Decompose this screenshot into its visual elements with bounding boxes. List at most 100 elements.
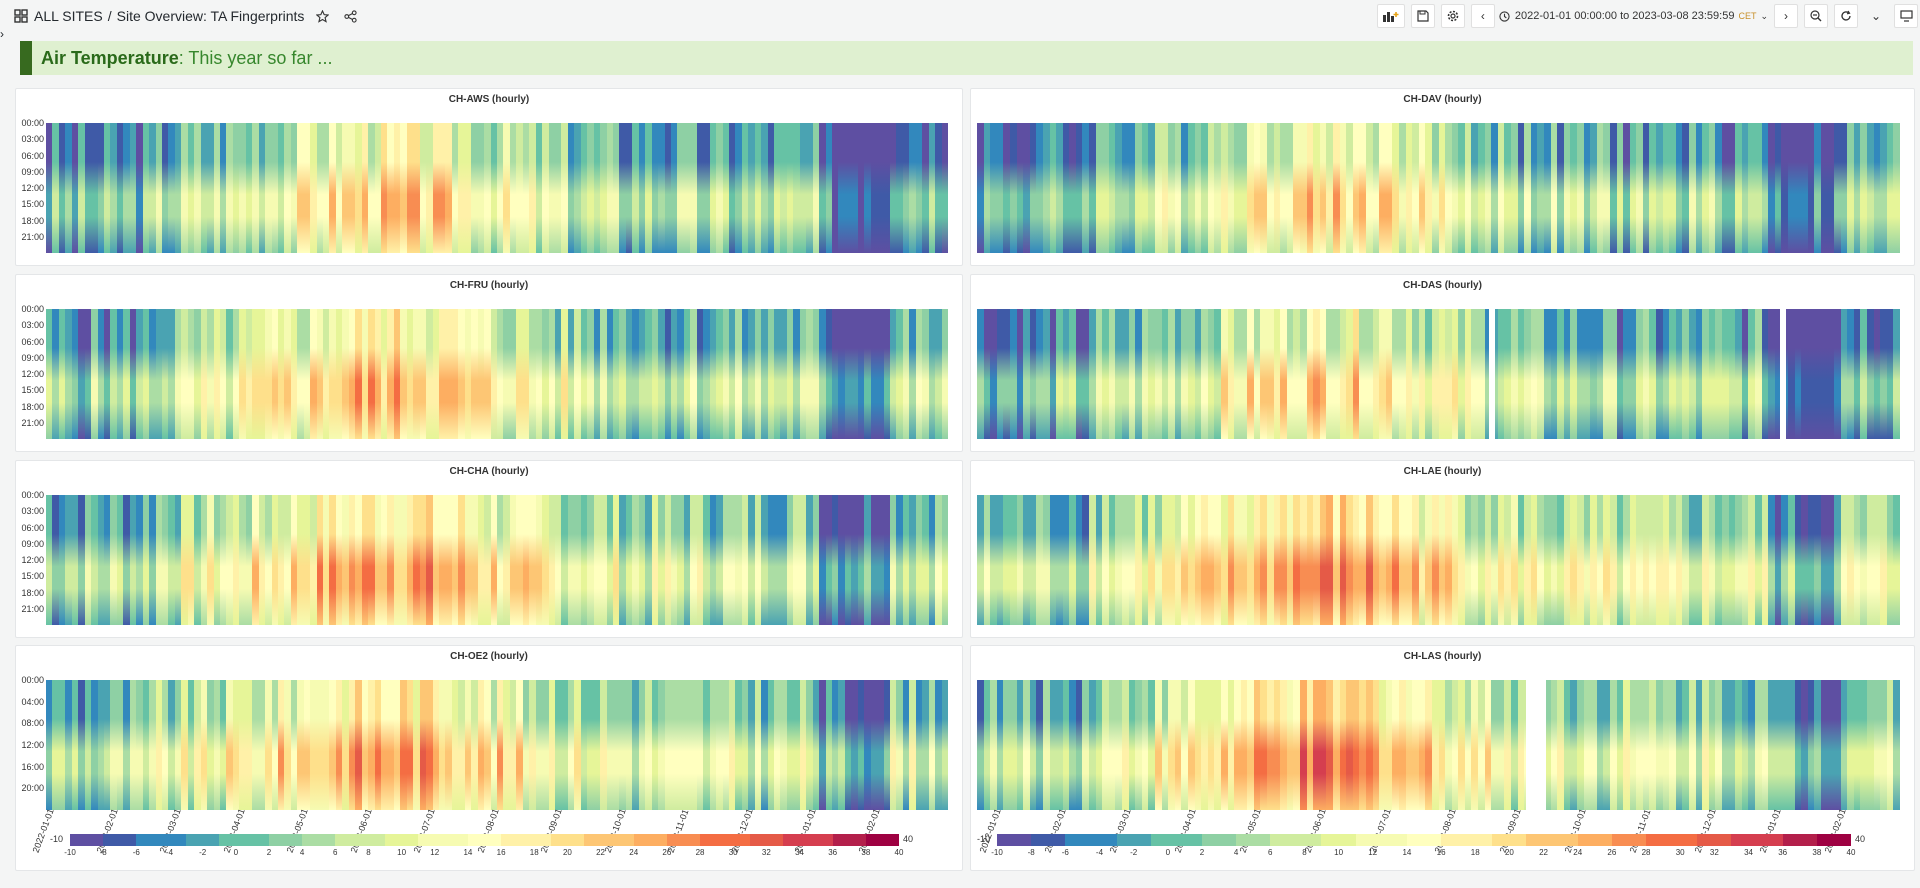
heatmap-column bbox=[696, 495, 704, 625]
heatmap-column bbox=[1893, 495, 1900, 625]
legend-tick-label: 34 bbox=[795, 848, 804, 857]
panel-title[interactable]: CH-CHA (hourly) bbox=[449, 466, 529, 477]
heatmap-column bbox=[1478, 680, 1486, 810]
heatmap-column bbox=[490, 495, 498, 625]
add-panel-icon[interactable] bbox=[1376, 4, 1405, 28]
heatmap-column bbox=[664, 123, 672, 253]
heatmap-column bbox=[1056, 495, 1064, 625]
panel-title[interactable]: CH-AWS (hourly) bbox=[448, 94, 530, 105]
share-icon[interactable] bbox=[340, 6, 360, 26]
heatmap-column bbox=[928, 123, 936, 253]
legend-tick-label: 26 bbox=[662, 848, 672, 857]
settings-gear-icon[interactable] bbox=[1440, 4, 1465, 28]
tv-mode-icon[interactable] bbox=[1894, 4, 1918, 28]
heatmap-canvas[interactable] bbox=[46, 123, 948, 253]
heatmap-column bbox=[574, 309, 582, 439]
heatmap-panel[interactable]: CH-AWS (hourly) 00:00 03:00 06:00 09:00 12:00… bbox=[15, 88, 963, 266]
heatmap-canvas[interactable] bbox=[46, 680, 948, 810]
panel-title[interactable]: CH-OE2 (hourly) bbox=[450, 651, 528, 662]
heatmap-column bbox=[1886, 495, 1894, 625]
heatmap-column bbox=[1286, 309, 1295, 439]
panel-title[interactable]: CH-LAE (hourly) bbox=[1403, 466, 1482, 477]
heatmap-column bbox=[928, 495, 936, 625]
heatmap-canvas[interactable] bbox=[977, 495, 1900, 625]
heatmap-column bbox=[1715, 309, 1723, 439]
heatmap-column bbox=[1748, 309, 1756, 439]
heatmap-column bbox=[1300, 123, 1308, 253]
heatmap-column bbox=[1636, 495, 1644, 625]
heatmap-column bbox=[232, 495, 240, 625]
heatmap-panel[interactable]: CH-DAV (hourly) bbox=[970, 88, 1915, 266]
heatmap-column bbox=[1570, 309, 1578, 439]
heatmap-column bbox=[1445, 495, 1453, 625]
heatmap-column bbox=[484, 123, 492, 253]
heatmap-column bbox=[1675, 495, 1684, 625]
star-icon[interactable] bbox=[312, 6, 332, 26]
heatmap-column bbox=[1880, 680, 1888, 810]
heatmap-column bbox=[983, 309, 991, 439]
heatmap-panel[interactable]: CH-LAE (hourly) bbox=[970, 460, 1915, 638]
panel-title[interactable]: CH-DAV (hourly) bbox=[1403, 94, 1482, 105]
panel-title[interactable]: CH-LAS (hourly) bbox=[1403, 651, 1482, 662]
heatmap-column bbox=[1754, 680, 1763, 810]
heatmap-column bbox=[1451, 309, 1459, 439]
heatmap-column bbox=[97, 680, 105, 810]
time-shift-back-icon[interactable]: ‹ bbox=[1470, 4, 1495, 28]
heatmap-column bbox=[767, 123, 775, 253]
legend-tick-label: 36 bbox=[1778, 848, 1788, 857]
heatmap-column bbox=[174, 680, 182, 810]
heatmap-canvas[interactable] bbox=[46, 309, 948, 439]
heatmap-column bbox=[638, 123, 646, 253]
heatmap-panel[interactable]: CH-LAS (hourly) 2022-01-01 2022-02-01 2022-… bbox=[970, 645, 1915, 871]
time-range-picker[interactable]: 2022-01-01 00:00:00 to 2023-03-08 23:59:… bbox=[1499, 4, 1768, 28]
heatmap-column bbox=[690, 495, 698, 625]
heatmap-column bbox=[696, 309, 704, 439]
heatmap-column bbox=[361, 495, 369, 625]
legend-min-label: -10 bbox=[50, 834, 64, 844]
heatmap-panel[interactable]: CH-CHA (hourly) 00:00 03:00 06:00 09:00 12:00… bbox=[15, 460, 963, 638]
heatmap-column bbox=[645, 680, 653, 810]
legend-swatch bbox=[401, 834, 419, 846]
heatmap-column bbox=[426, 495, 434, 625]
heatmap-column bbox=[1880, 309, 1888, 439]
heatmap-column bbox=[335, 495, 343, 625]
heatmap-column bbox=[1352, 123, 1360, 253]
heatmap-column bbox=[996, 123, 1004, 253]
heatmap-panel[interactable]: CH-DAS (hourly) bbox=[970, 274, 1915, 452]
heatmap-column bbox=[1352, 680, 1360, 810]
heatmap-column bbox=[696, 680, 704, 810]
heatmap-panel[interactable]: CH-FRU (hourly) 00:00 03:00 06:00 09:00 12:00… bbox=[15, 274, 963, 452]
dashboard-title[interactable]: Site Overview: TA Fingerprints bbox=[116, 8, 305, 24]
heatmap-canvas[interactable] bbox=[977, 680, 1900, 810]
zoom-out-icon[interactable] bbox=[1804, 4, 1828, 28]
dashboards-grid-icon[interactable] bbox=[14, 9, 28, 23]
heatmap-column bbox=[406, 123, 414, 253]
time-shift-forward-icon[interactable]: › bbox=[1774, 4, 1798, 28]
panel-title[interactable]: CH-FRU (hourly) bbox=[449, 280, 529, 291]
heatmap-column bbox=[1240, 309, 1248, 439]
heatmap-column bbox=[1721, 680, 1730, 810]
heatmap-column bbox=[503, 309, 511, 439]
heatmap-canvas[interactable] bbox=[977, 309, 1900, 439]
heatmap-column bbox=[593, 123, 601, 253]
panel-title[interactable]: CH-DAS (hourly) bbox=[1403, 280, 1482, 291]
heatmap-column bbox=[464, 309, 472, 439]
heatmap-column bbox=[432, 309, 440, 439]
sidebar-expand-chevron-icon[interactable]: › bbox=[0, 27, 4, 41]
heatmap-column bbox=[554, 309, 563, 439]
refresh-icon[interactable] bbox=[1834, 4, 1858, 28]
heatmap-panel[interactable]: CH-OE2 (hourly) 00:00 04:00 08:00 12:00 16:00… bbox=[15, 645, 963, 871]
heatmap-column bbox=[658, 495, 666, 625]
heatmap-column bbox=[1214, 495, 1222, 625]
heatmap-column bbox=[1649, 680, 1657, 810]
save-dashboard-icon[interactable] bbox=[1410, 4, 1435, 28]
heatmap-column bbox=[1412, 123, 1420, 253]
heatmap-canvas[interactable] bbox=[977, 123, 1900, 253]
legend-swatch bbox=[501, 834, 518, 846]
heatmap-canvas[interactable] bbox=[46, 495, 948, 625]
heatmap-column bbox=[1656, 309, 1664, 439]
heatmap-column bbox=[245, 123, 253, 253]
heatmap-column bbox=[168, 123, 176, 253]
refresh-interval-chevron-icon[interactable]: ⌄ bbox=[1870, 9, 1882, 23]
breadcrumb-home[interactable]: ALL SITES bbox=[34, 8, 103, 24]
